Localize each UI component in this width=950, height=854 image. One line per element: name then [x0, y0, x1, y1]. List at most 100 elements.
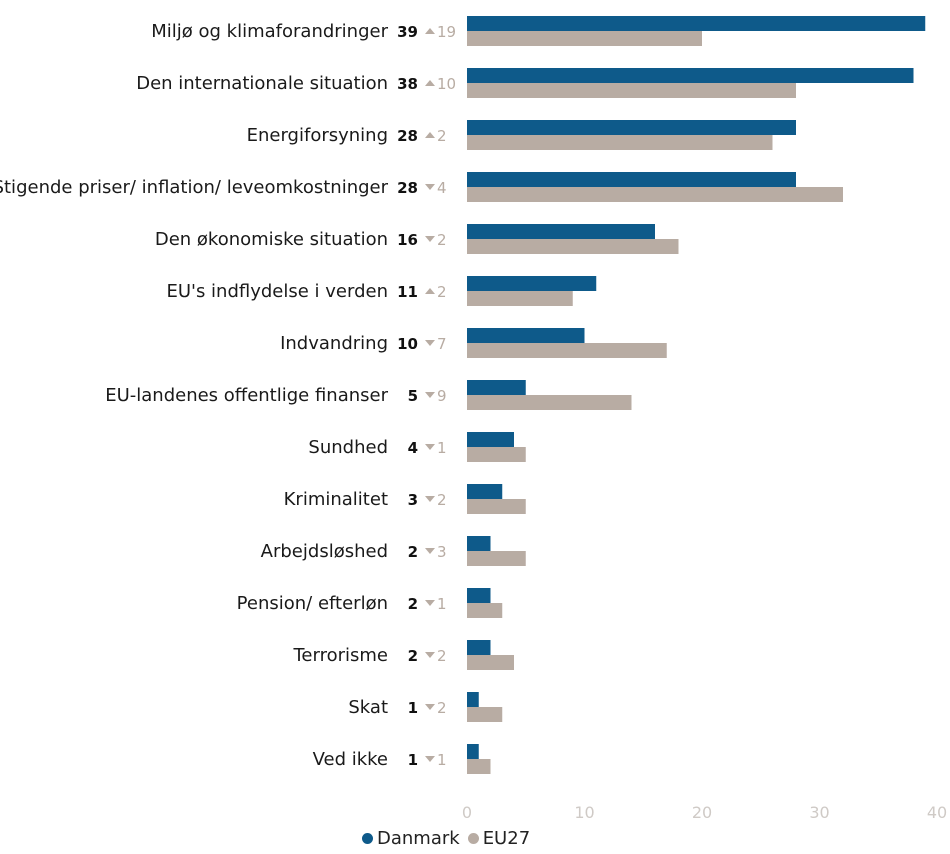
bar-danmark	[467, 588, 491, 603]
danmark-value-label: 2	[408, 647, 418, 665]
category-label: Terrorisme	[293, 645, 389, 666]
category-label: Ved ikke	[313, 749, 388, 770]
bar-eu27	[467, 343, 667, 358]
change-down-icon	[425, 496, 435, 502]
legend-swatch-eu27	[467, 833, 479, 844]
bar-eu27	[467, 187, 843, 202]
category-label: EU's indflydelse i verden	[166, 281, 388, 302]
x-tick-label: 0	[462, 803, 472, 822]
bar-danmark	[467, 432, 514, 447]
change-value-label: 2	[437, 647, 447, 665]
category-label: Den internationale situation	[136, 73, 388, 94]
x-tick-label: 20	[692, 803, 712, 822]
change-up-icon	[425, 80, 435, 86]
bar-danmark	[467, 276, 597, 291]
legend-item-eu27: EU27	[467, 828, 531, 849]
category-label: Skat	[348, 697, 388, 718]
bar-eu27	[467, 291, 573, 306]
x-tick-label: 30	[809, 803, 829, 822]
danmark-value-label: 3	[408, 491, 418, 509]
change-down-icon	[425, 184, 435, 190]
category-label: Den økonomiske situation	[155, 229, 388, 250]
change-up-icon	[425, 132, 435, 138]
change-value-label: 4	[437, 179, 447, 197]
change-value-label: 7	[437, 335, 447, 353]
change-value-label: 10	[437, 75, 456, 93]
category-label: EU-landenes offentlige finanser	[105, 385, 388, 406]
category-label: Indvandring	[280, 333, 388, 354]
danmark-value-label: 1	[408, 751, 418, 769]
danmark-value-label: 1	[408, 699, 418, 717]
change-value-label: 1	[437, 439, 447, 457]
legend-label-eu27: EU27	[482, 828, 531, 849]
bar-eu27	[467, 551, 526, 566]
x-tick-label: 40	[927, 803, 947, 822]
category-label: Energiforsyning	[247, 125, 388, 146]
danmark-value-label: 2	[408, 543, 418, 561]
bar-eu27	[467, 135, 773, 150]
bar-eu27	[467, 707, 503, 722]
change-value-label: 2	[437, 231, 447, 249]
change-down-icon	[425, 236, 435, 242]
x-tick-label: 10	[574, 803, 594, 822]
legend: Danmark EU27	[362, 828, 538, 849]
bar-danmark	[467, 68, 914, 83]
legend-item-danmark: Danmark	[362, 828, 460, 849]
bar-eu27	[467, 655, 514, 670]
legend-swatch-danmark	[362, 833, 373, 844]
category-label: Miljø og klimaforandringer	[151, 21, 388, 42]
bar-danmark	[467, 16, 926, 31]
change-value-label: 2	[437, 283, 447, 301]
danmark-value-label: 16	[397, 231, 418, 249]
bar-danmark	[467, 484, 503, 499]
bar-danmark	[467, 536, 491, 551]
danmark-value-label: 5	[408, 387, 418, 405]
bar-danmark	[467, 380, 526, 395]
category-label: Stigende priser/ inflation/ leveomkostni…	[0, 177, 389, 198]
category-label: Sundhed	[308, 437, 388, 458]
bar-eu27	[467, 395, 632, 410]
category-label: Arbejdsløshed	[261, 541, 388, 562]
change-down-icon	[425, 444, 435, 450]
change-down-icon	[425, 340, 435, 346]
bar-danmark	[467, 692, 479, 707]
change-down-icon	[425, 600, 435, 606]
change-up-icon	[425, 288, 435, 294]
bar-eu27	[467, 83, 796, 98]
change-value-label: 9	[437, 387, 447, 405]
bar-eu27	[467, 499, 526, 514]
category-label: Kriminalitet	[284, 489, 388, 510]
bar-eu27	[467, 603, 503, 618]
change-up-icon	[425, 28, 435, 34]
change-value-label: 2	[437, 127, 447, 145]
change-value-label: 3	[437, 543, 447, 561]
bar-danmark	[467, 744, 479, 759]
bar-eu27	[467, 31, 702, 46]
change-down-icon	[425, 548, 435, 554]
danmark-value-label: 4	[408, 439, 418, 457]
bar-danmark	[467, 120, 796, 135]
danmark-value-label: 2	[408, 595, 418, 613]
danmark-value-label: 10	[397, 335, 418, 353]
change-value-label: 19	[437, 23, 456, 41]
bar-danmark	[467, 328, 585, 343]
change-value-label: 1	[437, 595, 447, 613]
category-label: Pension/ efterløn	[237, 593, 388, 614]
change-value-label: 1	[437, 751, 447, 769]
bar-danmark	[467, 224, 655, 239]
change-down-icon	[425, 652, 435, 658]
change-value-label: 2	[437, 491, 447, 509]
bar-danmark	[467, 640, 491, 655]
change-down-icon	[425, 704, 435, 710]
bar-eu27	[467, 759, 491, 774]
danmark-value-label: 38	[397, 75, 418, 93]
legend-label-danmark: Danmark	[377, 828, 460, 849]
change-down-icon	[425, 756, 435, 762]
bar-eu27	[467, 239, 679, 254]
danmark-value-label: 11	[397, 283, 418, 301]
change-value-label: 2	[437, 699, 447, 717]
change-down-icon	[425, 392, 435, 398]
danmark-value-label: 28	[397, 179, 418, 197]
danmark-value-label: 28	[397, 127, 418, 145]
